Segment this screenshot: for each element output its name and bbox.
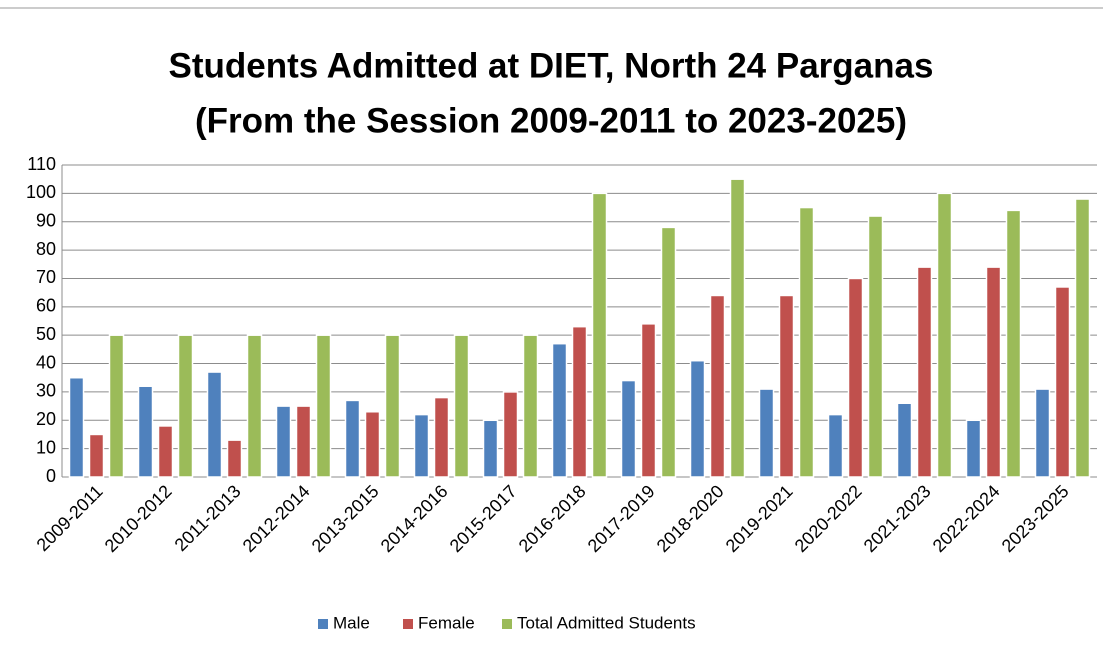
bar xyxy=(896,402,913,478)
bar xyxy=(936,192,953,478)
bar xyxy=(729,178,746,478)
x-tick-label: 2009-2011 xyxy=(33,481,107,555)
bar xyxy=(226,439,243,478)
y-tick-label: 70 xyxy=(36,267,56,287)
bar xyxy=(413,413,430,478)
bar xyxy=(246,334,263,478)
bar xyxy=(847,277,864,478)
bar xyxy=(522,334,539,478)
legend-label: Total Admitted Students xyxy=(517,613,696,632)
bar xyxy=(798,206,815,478)
x-tick-label: 2019-2021 xyxy=(722,481,797,556)
y-tick-label: 30 xyxy=(36,381,56,401)
bar xyxy=(591,192,608,478)
bar xyxy=(295,405,312,478)
x-tick-label: 2016-2018 xyxy=(515,481,590,556)
x-tick-label: 2023-2025 xyxy=(998,481,1073,556)
bar xyxy=(640,323,657,478)
bar xyxy=(384,334,401,478)
bar xyxy=(660,226,677,478)
bar xyxy=(68,376,85,478)
y-tick-label: 40 xyxy=(36,352,56,372)
x-tick-label: 2015-2017 xyxy=(446,481,521,556)
bar xyxy=(177,334,194,478)
bar xyxy=(275,405,292,478)
x-tick-label: 2013-2015 xyxy=(308,481,383,556)
x-tick-label: 2018-2020 xyxy=(653,481,728,556)
x-tick-label: 2022-2024 xyxy=(929,481,1004,556)
y-tick-label: 0 xyxy=(46,466,56,486)
bar xyxy=(965,419,982,478)
bar xyxy=(344,399,361,478)
bar xyxy=(206,371,223,478)
bar xyxy=(453,334,470,478)
bar xyxy=(1005,209,1022,478)
y-tick-label: 10 xyxy=(36,437,56,457)
bar xyxy=(620,379,637,478)
bar xyxy=(571,325,588,478)
legend-label: Male xyxy=(333,613,370,632)
bar xyxy=(1054,286,1071,478)
bar xyxy=(916,266,933,478)
legend-swatch xyxy=(403,619,413,629)
chart-subtitle: (From the Session 2009-2011 to 2023-2025… xyxy=(195,101,907,140)
legend-swatch xyxy=(318,619,328,629)
legend-swatch xyxy=(502,619,512,629)
bar xyxy=(1034,388,1051,478)
y-tick-label: 80 xyxy=(36,239,56,259)
x-tick-label: 2017-2019 xyxy=(584,481,659,556)
y-tick-label: 110 xyxy=(27,154,56,174)
bar xyxy=(867,215,884,478)
x-tick-label: 2011-2013 xyxy=(171,481,245,555)
bar xyxy=(364,411,381,478)
chart-title: Students Admitted at DIET, North 24 Parg… xyxy=(169,46,934,85)
bar xyxy=(137,385,154,478)
bar xyxy=(778,294,795,478)
bar xyxy=(758,388,775,478)
y-tick-label: 60 xyxy=(36,296,56,316)
bar xyxy=(502,391,519,478)
x-tick-label: 2020-2022 xyxy=(791,481,866,556)
bar xyxy=(709,294,726,478)
legend-label: Female xyxy=(418,613,475,632)
bar xyxy=(482,419,499,478)
x-tick-label: 2012-2014 xyxy=(239,481,314,556)
bar xyxy=(157,425,174,478)
bar xyxy=(551,342,568,478)
bar xyxy=(827,413,844,478)
y-tick-label: 20 xyxy=(36,409,56,429)
bar xyxy=(108,334,125,478)
bar xyxy=(88,433,105,478)
x-tick-label: 2010-2012 xyxy=(101,481,176,556)
x-tick-label: 2014-2016 xyxy=(377,481,452,556)
x-tick-label: 2021-2023 xyxy=(860,481,935,556)
bar xyxy=(1074,198,1091,478)
bar xyxy=(985,266,1002,478)
y-tick-label: 50 xyxy=(36,324,56,344)
bar xyxy=(689,359,706,478)
bar xyxy=(315,334,332,478)
y-tick-label: 100 xyxy=(26,182,56,202)
y-tick-label: 90 xyxy=(36,210,56,230)
bar xyxy=(433,396,450,478)
